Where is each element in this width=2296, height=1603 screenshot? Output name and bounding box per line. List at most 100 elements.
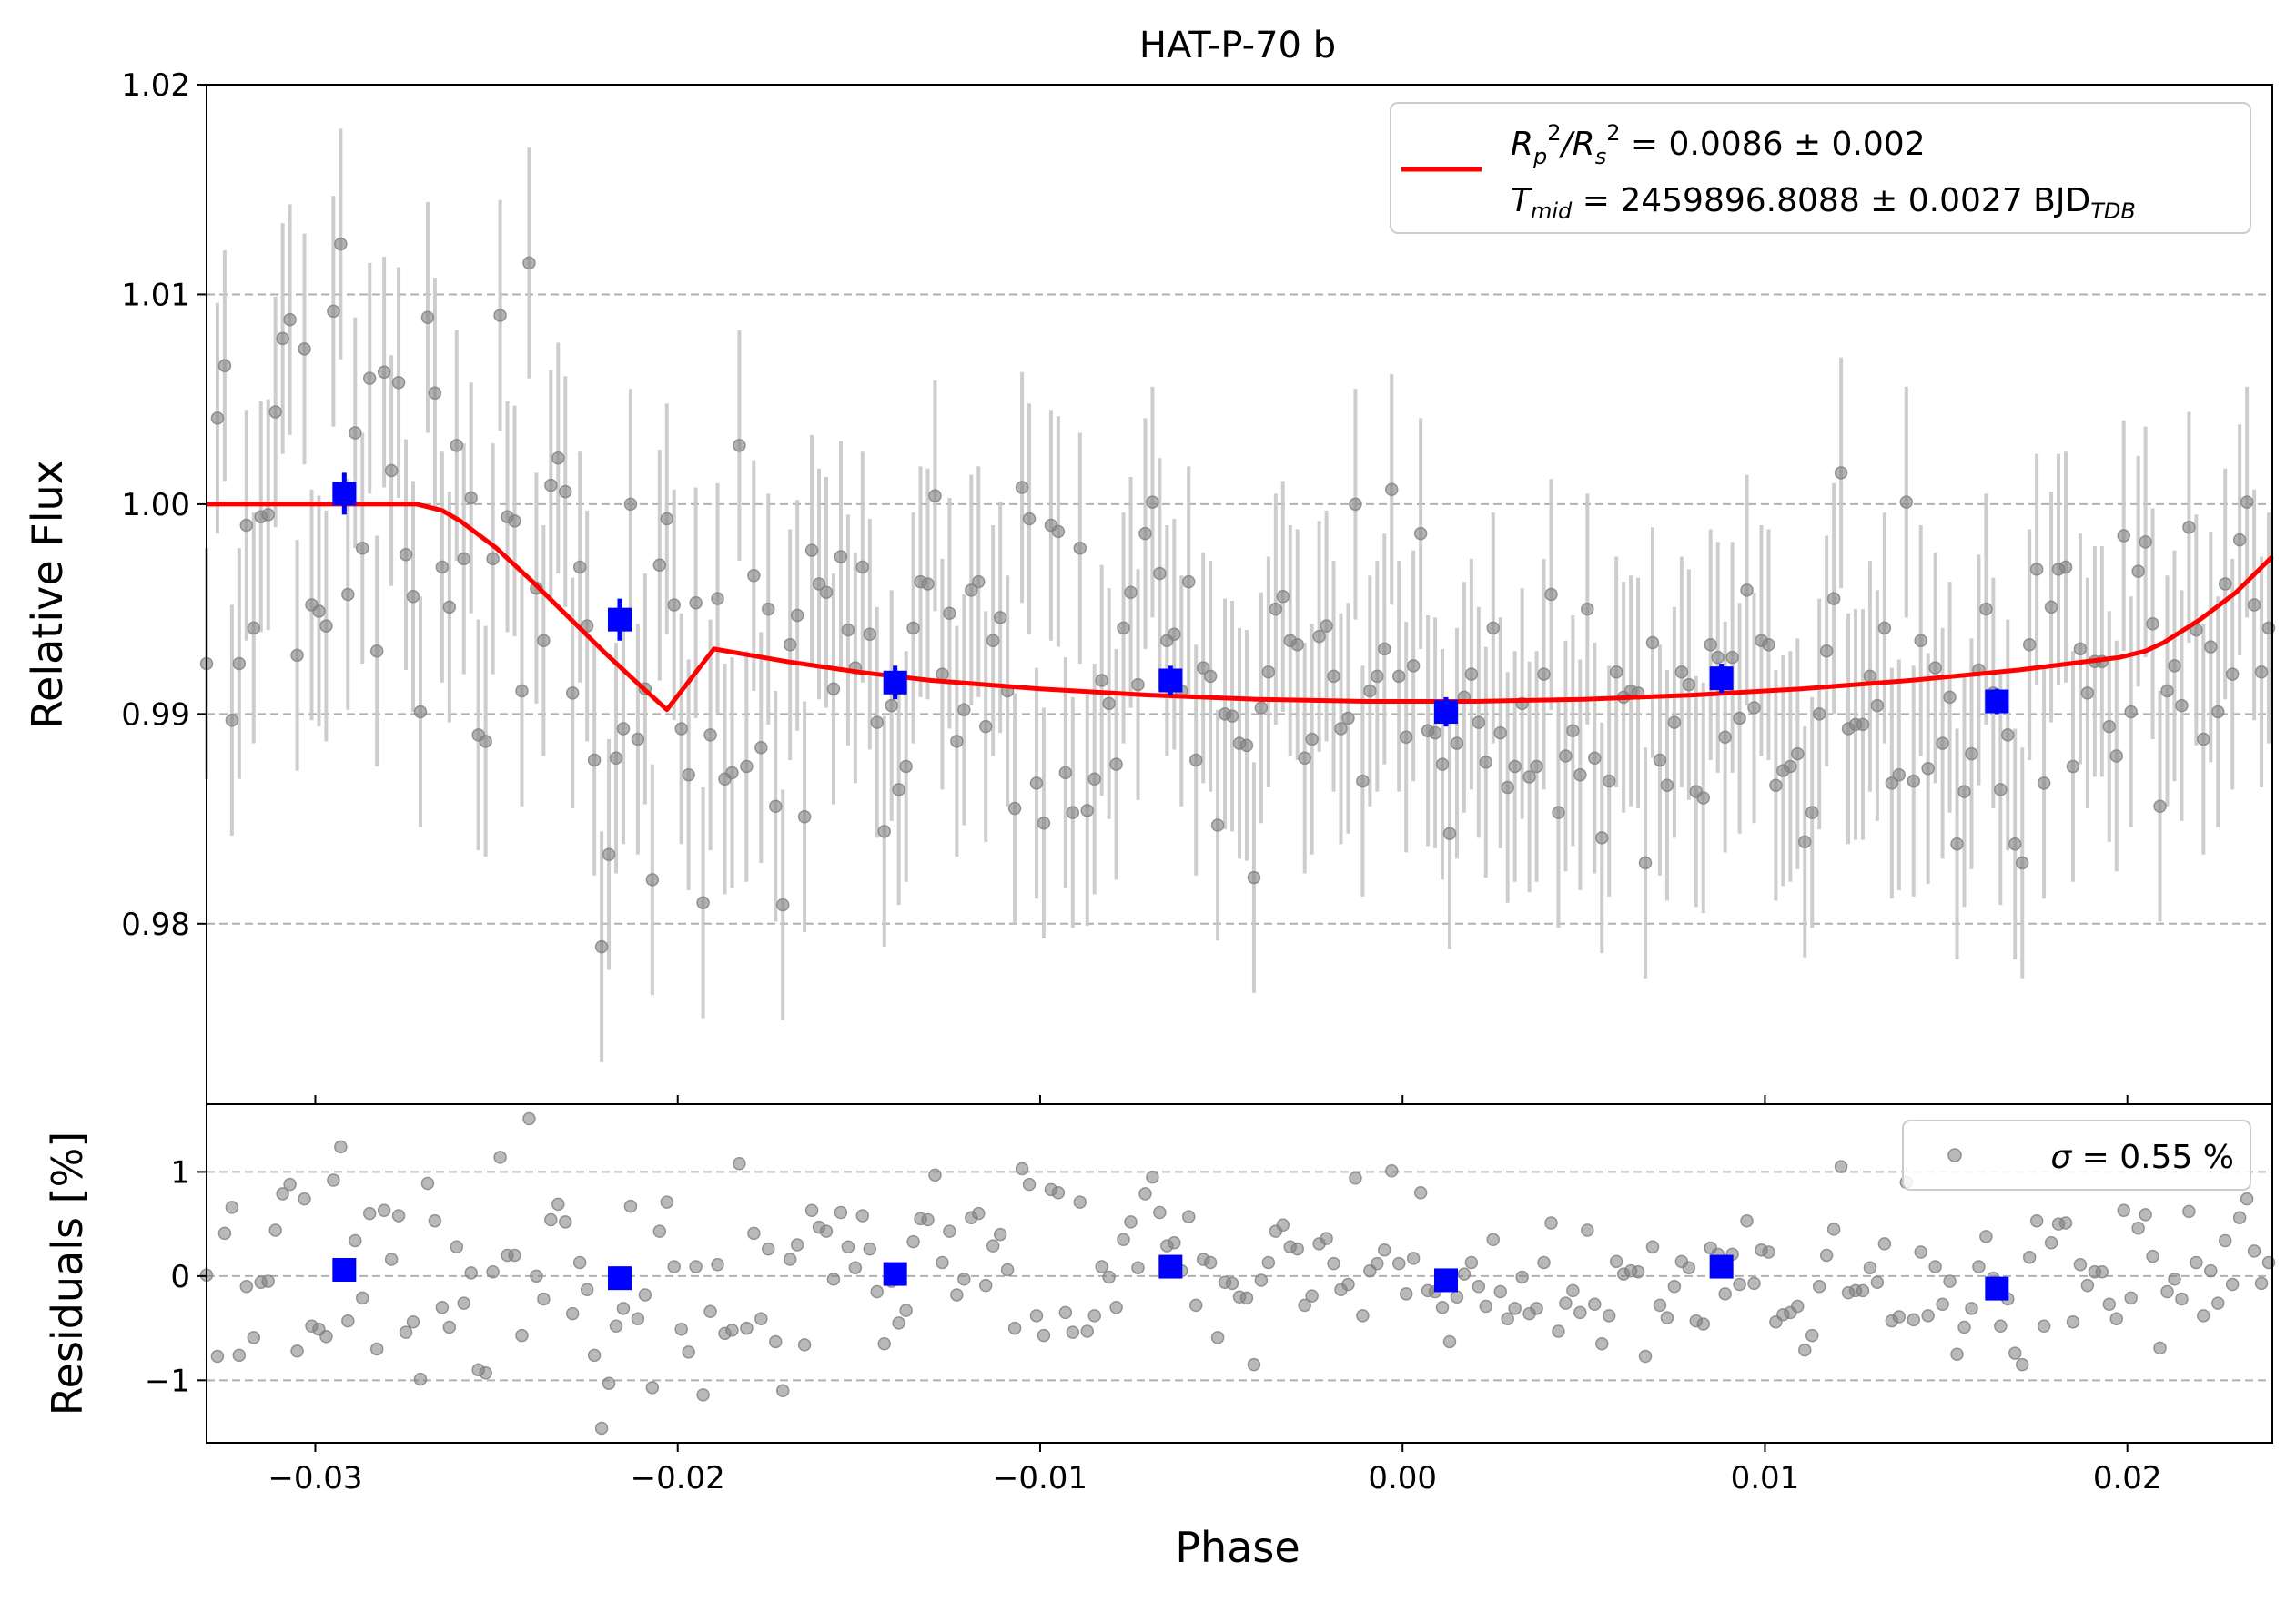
residual-point [1609, 1254, 1623, 1269]
x-tick-label: −0.01 [993, 1460, 1087, 1496]
residual-point [2232, 1211, 2247, 1225]
raw-point [747, 569, 761, 583]
residual-point [645, 1381, 660, 1395]
raw-point [1566, 724, 1580, 738]
residual-point [537, 1292, 551, 1306]
raw-point [290, 648, 304, 663]
residual-point [1631, 1265, 1645, 1279]
residual-point [1537, 1255, 1551, 1270]
raw-point [689, 595, 703, 610]
residual-binned-point [1158, 1254, 1183, 1279]
raw-point [1994, 783, 2008, 796]
raw-point [1472, 715, 1486, 729]
raw-point [312, 604, 326, 618]
residual-point [2080, 1278, 2095, 1293]
residual-point [1146, 1170, 1159, 1184]
raw-point [1798, 835, 1812, 849]
residual-point [2131, 1221, 2145, 1235]
raw-point [1552, 806, 1565, 819]
residuals-legend-value: = 0.55 % [2071, 1139, 2234, 1176]
legend-rp-sup: 2 [1547, 120, 1561, 146]
main-legend: Rp2/Rs2 = 0.0086 ± 0.002 Tmid = 2459896.… [1390, 102, 2251, 234]
residuals-y-tick-label: 0 [170, 1259, 190, 1295]
raw-point [2001, 728, 2015, 742]
residual-point [276, 1187, 289, 1201]
raw-point [906, 621, 920, 635]
residual-point [725, 1324, 739, 1337]
residual-binned-point [608, 1266, 632, 1291]
raw-point [1239, 738, 1254, 753]
raw-point [232, 656, 247, 671]
residual-point [1261, 1255, 1276, 1270]
raw-point [1247, 870, 1261, 885]
residual-point [921, 1212, 935, 1227]
residual-point [609, 1319, 623, 1334]
raw-point [1936, 736, 1949, 750]
residual-point [1762, 1245, 1775, 1259]
residual-point [2029, 1213, 2044, 1228]
raw-point [1290, 638, 1304, 652]
main-raw-points [199, 237, 2276, 954]
residual-point [450, 1240, 464, 1254]
binned-point [1158, 668, 1183, 693]
residual-point [1095, 1260, 1108, 1273]
raw-point [790, 608, 804, 623]
residual-point [565, 1306, 580, 1321]
raw-point [1819, 644, 1834, 658]
residual-point [804, 1203, 819, 1218]
residual-point [530, 1269, 543, 1283]
main-y-tick-label: 1.02 [121, 67, 190, 104]
residual-point [754, 1312, 768, 1326]
raw-point [1609, 665, 1623, 679]
x-tick-label: 0.00 [1368, 1460, 1437, 1496]
residual-point [790, 1238, 804, 1252]
raw-point [1385, 482, 1399, 497]
residual-point [1239, 1291, 1254, 1305]
residual-point [2073, 1258, 2088, 1272]
residual-point [1892, 1310, 1907, 1324]
raw-point [877, 825, 891, 838]
residual-point [1305, 1289, 1319, 1303]
raw-point [667, 598, 681, 612]
raw-point [298, 342, 311, 356]
residual-point [986, 1239, 1000, 1253]
raw-point [703, 728, 717, 742]
residual-point [2240, 1192, 2254, 1206]
raw-point [1914, 634, 1927, 647]
raw-point [674, 722, 688, 736]
residual-point [580, 1283, 594, 1296]
residual-point [674, 1322, 688, 1336]
residual-point [1413, 1186, 1428, 1200]
raw-point [1530, 759, 1543, 774]
raw-point [239, 518, 254, 533]
residual-point [225, 1201, 239, 1214]
residual-point [1856, 1283, 1870, 1298]
raw-point [892, 783, 905, 796]
residual-point [1102, 1270, 1116, 1284]
residual-point [1594, 1337, 1609, 1351]
residual-point [1877, 1237, 1892, 1251]
main-legend-box [1390, 102, 2251, 234]
residual-point [2225, 1277, 2240, 1292]
residuals-legend-text: σ = 0.55 % [2050, 1139, 2234, 1176]
raw-point [1371, 669, 1384, 684]
residual-point [1000, 1263, 1015, 1277]
raw-point [783, 638, 797, 652]
raw-point [450, 439, 464, 452]
raw-point [268, 405, 282, 419]
residual-point [1552, 1324, 1565, 1338]
model-curve-line [207, 502, 2274, 713]
residual-point [1015, 1162, 1029, 1176]
residual-point [594, 1421, 609, 1436]
residual-point [349, 1233, 362, 1248]
residual-point [2190, 1255, 2203, 1270]
residual-point [2066, 1314, 2080, 1329]
residual-point [1037, 1328, 1051, 1343]
raw-point [2175, 698, 2189, 713]
x-tick-label: 0.01 [1731, 1460, 1800, 1496]
raw-point [413, 705, 428, 719]
residual-point [1936, 1297, 1949, 1312]
raw-point [2153, 799, 2167, 814]
residual-point [1515, 1270, 1529, 1284]
raw-point [762, 602, 775, 616]
